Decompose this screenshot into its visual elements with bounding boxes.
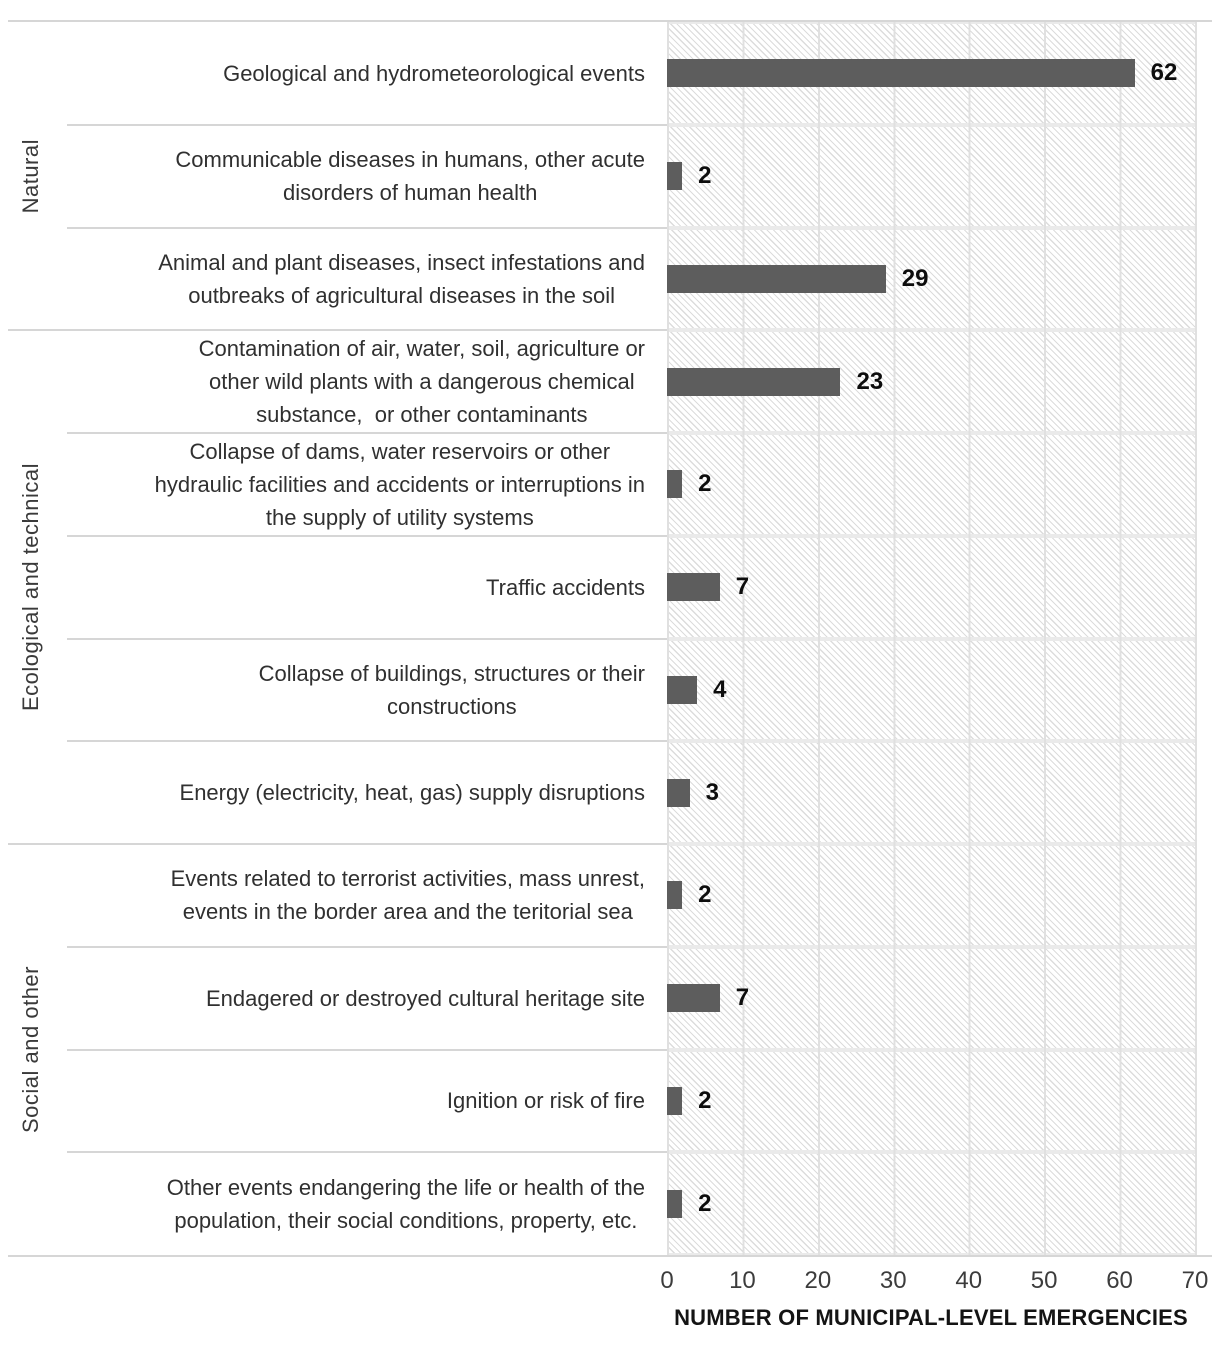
bar	[667, 881, 683, 910]
bar-value-label: 29	[901, 264, 929, 292]
group-label-2: Social and other	[0, 844, 62, 1255]
category-row-4: Collapse of dams, water reservoirs or ot…	[62, 433, 657, 536]
category-label: Energy (electricity, heat, gas) supply d…	[179, 780, 645, 806]
plot-row-6: 4	[667, 638, 1195, 742]
bar-value-label: 4	[713, 675, 727, 703]
category-row-1: Communicable diseases in humans, other a…	[62, 125, 657, 228]
plot-row-4: 2	[667, 433, 1195, 536]
x-tick-label-20: 20	[804, 1267, 832, 1294]
plot-row-9: 7	[667, 946, 1195, 1050]
bar-value-label: 23	[856, 367, 884, 395]
bar	[667, 675, 698, 704]
separator-line	[67, 123, 667, 126]
category-label: Events related to terrorist activities, …	[170, 866, 645, 925]
separator-line	[67, 226, 667, 229]
bar-value-label: 2	[698, 1086, 712, 1114]
x-tick-label-60: 60	[1106, 1267, 1133, 1294]
separator-line	[8, 329, 667, 332]
separator-line	[67, 1151, 667, 1154]
separator-line	[8, 20, 1212, 22]
category-label: Endagered or destroyed cultural heritage…	[205, 985, 645, 1011]
bar	[667, 778, 690, 807]
category-row-6: Collapse of buildings, structures or the…	[62, 639, 657, 742]
bar	[667, 1086, 683, 1115]
category-label: Contamination of air, water, soil, agric…	[198, 336, 645, 428]
bar-value-label: 7	[735, 573, 750, 601]
bar	[667, 470, 683, 499]
category-label-column: Geological and hydrometeorological event…	[62, 22, 657, 1255]
bar-value-label: 2	[698, 162, 712, 190]
category-label: Geological and hydrometeorological event…	[223, 60, 645, 86]
category-label: Collapse of buildings, structures or the…	[258, 660, 645, 719]
category-row-0: Geological and hydrometeorological event…	[62, 22, 657, 125]
bar-value-label: 62	[1150, 59, 1178, 87]
group-label-text: Ecological and technical	[18, 463, 43, 712]
x-tick-label-50: 50	[1030, 1267, 1058, 1294]
bar-value-label: 7	[735, 984, 750, 1012]
plot-row-0: 62	[667, 22, 1195, 125]
category-label: Other events endangering the life or hea…	[166, 1174, 645, 1233]
x-tick-label-40: 40	[955, 1267, 983, 1294]
plot-row-7: 3	[667, 741, 1195, 844]
plot-row-2: 29	[667, 227, 1195, 331]
separator-line	[67, 740, 667, 743]
plot-row-5: 7	[667, 535, 1195, 639]
bar	[667, 367, 841, 396]
plot-row-3: 23	[667, 330, 1195, 433]
bar-value-label: 2	[698, 1189, 712, 1217]
bar	[667, 984, 720, 1013]
bar	[667, 1189, 683, 1218]
category-label: Animal and plant diseases, insect infest…	[158, 249, 645, 308]
category-row-10: Ignition or risk of fire	[62, 1050, 657, 1153]
category-row-8: Events related to terrorist activities, …	[62, 844, 657, 947]
category-label: Collapse of dams, water reservoirs or ot…	[154, 438, 645, 530]
separator-line	[67, 534, 667, 537]
x-tick-label-0: 0	[660, 1267, 674, 1294]
x-tick-label-10: 10	[729, 1267, 756, 1294]
category-label: Traffic accidents	[486, 574, 645, 600]
plot-row-10: 2	[667, 1049, 1195, 1153]
bar	[667, 162, 683, 191]
group-label-1: Ecological and technical	[0, 330, 62, 844]
bar	[667, 573, 720, 602]
plot-row-11: 2	[667, 1152, 1195, 1255]
plot-area: 62 2 29 23 2 7 4 3 2 7 2 2	[667, 22, 1197, 1255]
category-row-3: Contamination of air, water, soil, agric…	[62, 330, 657, 433]
category-row-2: Animal and plant diseases, insect infest…	[62, 228, 657, 331]
bar	[667, 59, 1135, 88]
category-row-5: Traffic accidents	[62, 536, 657, 639]
bar	[667, 264, 886, 293]
category-label: Communicable diseases in humans, other a…	[175, 147, 645, 206]
separator-line	[67, 1048, 667, 1051]
bar-value-label: 2	[698, 881, 712, 909]
separator-line	[67, 945, 667, 948]
category-label: Ignition or risk of fire	[446, 1088, 645, 1114]
category-row-7: Energy (electricity, heat, gas) supply d…	[62, 741, 657, 844]
group-label-text: Natural	[18, 138, 43, 214]
separator-line	[67, 637, 667, 640]
separator-line	[67, 432, 667, 434]
category-row-9: Endagered or destroyed cultural heritage…	[62, 947, 657, 1050]
category-row-11: Other events endangering the life or hea…	[62, 1152, 657, 1255]
x-axis-title: NUMBER OF MUNICIPAL-LEVEL EMERGENCIES	[674, 1305, 1188, 1330]
bar-value-label: 2	[698, 470, 712, 498]
separator-line	[8, 843, 667, 845]
plot-row-1: 2	[667, 124, 1195, 228]
x-tick-label-70: 70	[1181, 1267, 1209, 1294]
separator-line	[8, 1255, 1212, 1257]
group-label-0: Natural	[0, 22, 62, 330]
plot-row-8: 2	[667, 844, 1195, 947]
x-tick-label-30: 30	[879, 1267, 907, 1294]
bar-value-label: 3	[705, 778, 719, 806]
group-label-text: Social and other	[18, 966, 43, 1133]
